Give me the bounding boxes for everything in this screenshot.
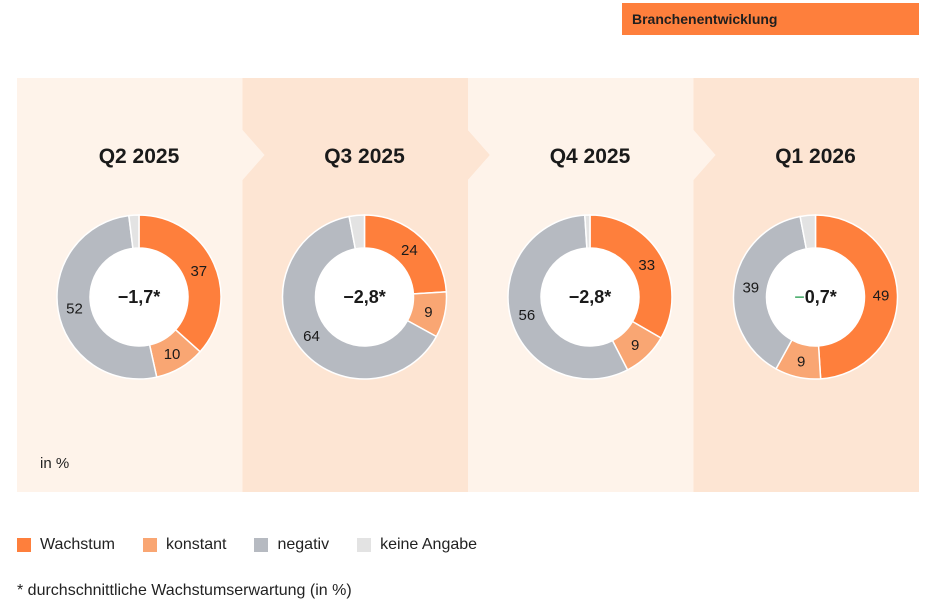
data-label: 56 xyxy=(519,307,536,324)
data-label: 24 xyxy=(401,242,418,259)
donut-segment-wachstum xyxy=(589,214,673,340)
center-value-label: −1,7* xyxy=(118,287,161,307)
center-value-label: −2,8* xyxy=(343,287,386,307)
legend-label: konstant xyxy=(165,536,227,553)
chart-title: Q4 2025 xyxy=(550,145,631,168)
legend-label: negativ xyxy=(277,536,330,553)
donut-hole xyxy=(767,248,864,346)
legend-item-negativ: negativ xyxy=(254,536,329,554)
donut-segment-keine-angabe xyxy=(799,214,817,250)
legend-item-wachstum: Wachstum xyxy=(17,536,115,554)
legend-swatch-negativ xyxy=(254,538,269,552)
donut-segment-wachstum xyxy=(814,214,899,380)
data-label: 9 xyxy=(424,304,432,321)
data-label: 33 xyxy=(638,257,655,274)
chart-title: Q1 2026 xyxy=(775,145,856,168)
legend-swatch-konstant xyxy=(142,538,157,552)
donut-hole xyxy=(316,248,413,346)
donut-segment-keine-angabe xyxy=(584,214,591,249)
legend-item-keine-angabe: keine Angabe xyxy=(357,536,477,554)
data-label: 10 xyxy=(164,346,181,363)
data-label: 49 xyxy=(873,287,890,304)
donut-segment-negativ xyxy=(507,214,629,380)
footnote: * durchschnittliche Wachstumserwartung (… xyxy=(17,582,352,599)
center-value-label: −0,7* xyxy=(794,287,837,307)
donut-segment-negativ xyxy=(281,215,438,380)
data-label: 39 xyxy=(742,279,759,296)
donut-segment-negativ xyxy=(732,215,808,370)
unit-note: in % xyxy=(40,455,70,472)
chart-title: Q2 2025 xyxy=(99,145,180,168)
data-label: 37 xyxy=(190,263,207,280)
data-label: 52 xyxy=(66,301,83,318)
data-label: 64 xyxy=(303,328,320,345)
legend-item-konstant: konstant xyxy=(142,536,227,554)
donut-hole xyxy=(90,248,188,346)
data-label: 9 xyxy=(631,337,639,354)
data-label: 9 xyxy=(797,353,805,370)
chart-title: Q3 2025 xyxy=(324,145,405,168)
legend: Wachstum konstant negativ keine Angabe xyxy=(17,535,505,555)
legend-label: keine Angabe xyxy=(380,536,478,553)
legend-swatch-keine-angabe xyxy=(357,538,372,552)
donut-segment-wachstum xyxy=(138,214,222,353)
center-value-label: −2,8* xyxy=(569,287,612,307)
legend-label: Wachstum xyxy=(40,536,115,553)
donut-segment-keine-angabe xyxy=(127,214,140,250)
donut-segment-negativ xyxy=(56,214,158,380)
header-title: Branchenentwicklung xyxy=(622,3,919,35)
donut-hole xyxy=(541,248,639,346)
donut-segment-keine-angabe xyxy=(348,214,366,250)
legend-swatch-wachstum xyxy=(17,538,31,552)
